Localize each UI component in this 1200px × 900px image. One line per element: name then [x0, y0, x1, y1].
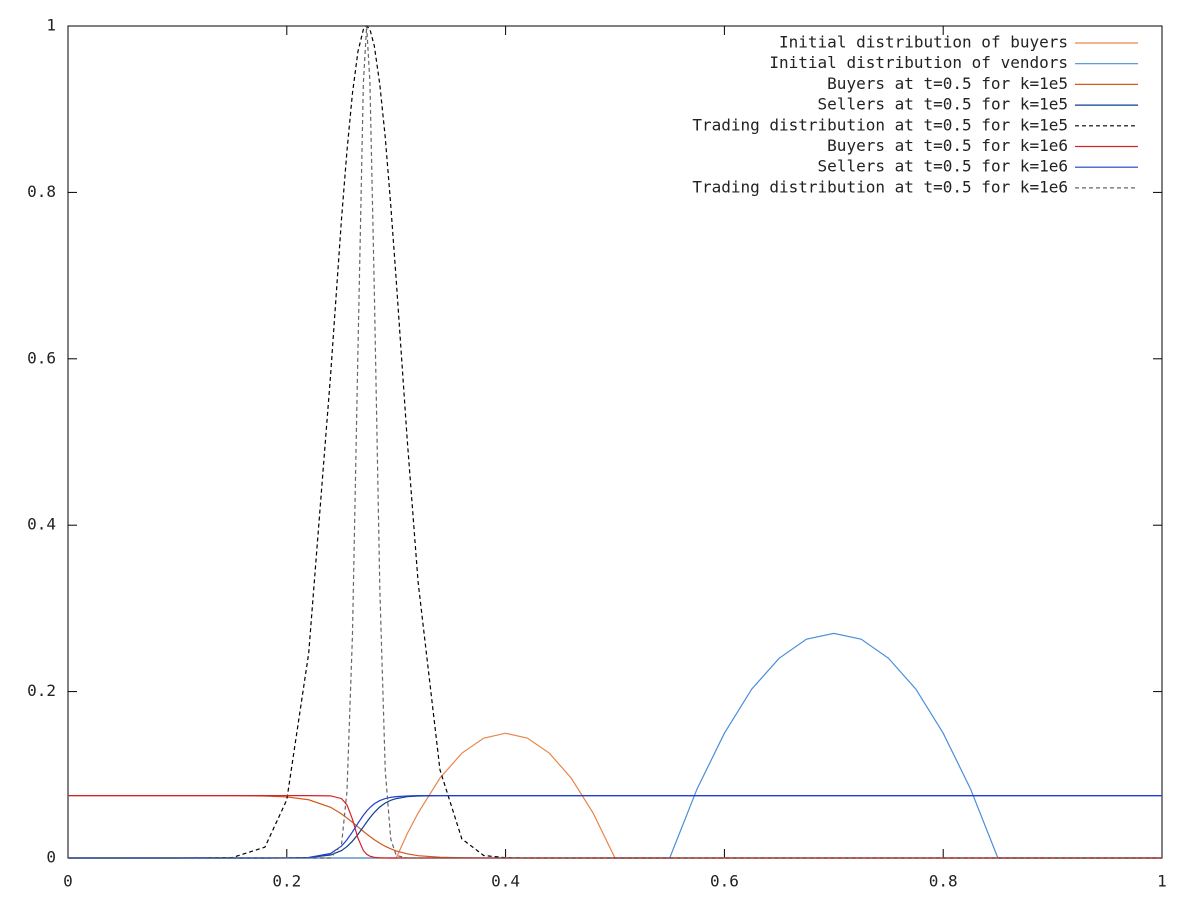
x-tick-label: 0.4 [491, 872, 520, 891]
series-line [68, 795, 1162, 859]
y-tick-label: 0.8 [27, 182, 56, 201]
x-tick-label: 0.8 [929, 872, 958, 891]
legend-label: Buyers at t=0.5 for k=1e6 [827, 136, 1068, 155]
y-tick-label: 1 [46, 16, 56, 35]
y-tick-label: 0.2 [27, 681, 56, 700]
y-tick-label: 0.6 [27, 348, 56, 367]
y-tick-label: 0 [46, 848, 56, 867]
legend-label: Sellers at t=0.5 for k=1e5 [818, 95, 1068, 114]
series-line [68, 795, 1162, 859]
y-tick-label: 0.4 [27, 515, 56, 534]
legend-label: Buyers at t=0.5 for k=1e5 [827, 74, 1068, 93]
legend-label: Initial distribution of buyers [779, 33, 1068, 52]
x-tick-label: 0 [63, 872, 73, 891]
x-tick-label: 1 [1157, 872, 1167, 891]
legend-label: Trading distribution at t=0.5 for k=1e5 [692, 115, 1068, 134]
series-line [68, 795, 1162, 859]
legend-label: Trading distribution at t=0.5 for k=1e6 [692, 177, 1068, 196]
legend-label: Sellers at t=0.5 for k=1e6 [818, 157, 1068, 176]
x-tick-label: 0.2 [272, 872, 301, 891]
series-line [68, 795, 1162, 859]
x-tick-label: 0.6 [710, 872, 739, 891]
series-line [68, 25, 1162, 859]
legend-label: Initial distribution of vendors [769, 53, 1068, 72]
series-line [68, 632, 1162, 859]
